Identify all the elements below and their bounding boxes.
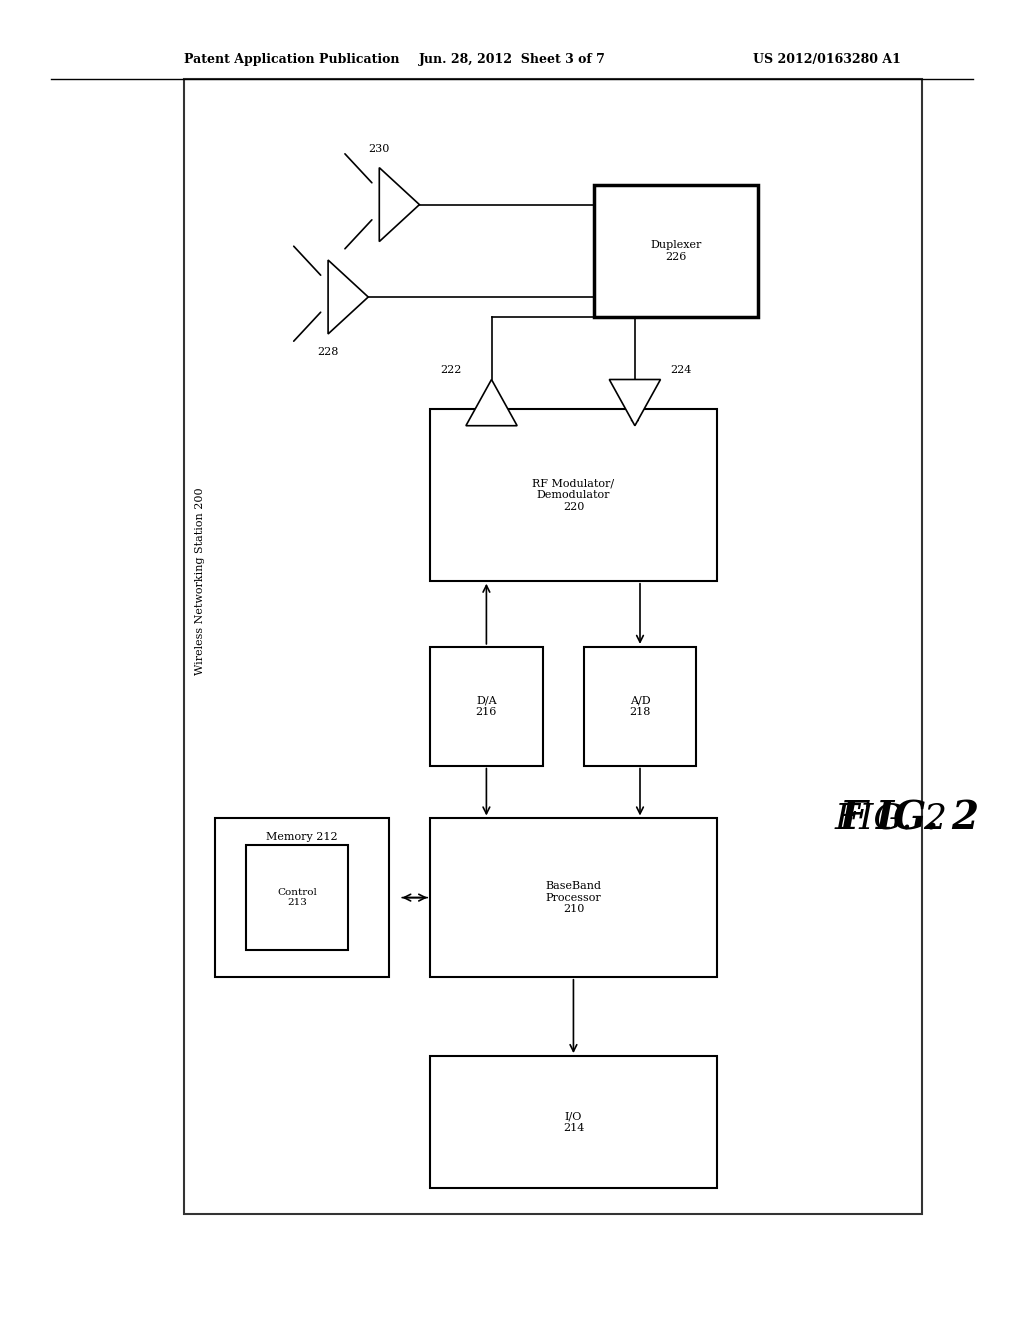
Text: F: F bbox=[840, 800, 867, 837]
Polygon shape bbox=[328, 260, 369, 334]
Text: Patent Application Publication: Patent Application Publication bbox=[184, 53, 399, 66]
Text: IG. 2: IG. 2 bbox=[876, 800, 980, 837]
FancyBboxPatch shape bbox=[430, 647, 543, 766]
Text: US 2012/0163280 A1: US 2012/0163280 A1 bbox=[754, 53, 901, 66]
Text: Wireless Networking Station 200: Wireless Networking Station 200 bbox=[195, 487, 205, 675]
Text: FIG. 2: FIG. 2 bbox=[835, 801, 947, 836]
FancyBboxPatch shape bbox=[246, 845, 348, 950]
Text: Duplexer
226: Duplexer 226 bbox=[650, 240, 701, 261]
Text: BaseBand
Processor
210: BaseBand Processor 210 bbox=[546, 880, 601, 915]
FancyBboxPatch shape bbox=[584, 647, 696, 766]
FancyBboxPatch shape bbox=[215, 818, 389, 977]
Text: 222: 222 bbox=[440, 364, 461, 375]
Text: Memory 212: Memory 212 bbox=[266, 832, 338, 842]
Text: RF Modulator/
Demodulator
220: RF Modulator/ Demodulator 220 bbox=[532, 478, 614, 512]
FancyBboxPatch shape bbox=[430, 818, 717, 977]
Text: A/D
218: A/D 218 bbox=[630, 696, 650, 717]
FancyBboxPatch shape bbox=[594, 185, 758, 317]
Text: D/A
216: D/A 216 bbox=[476, 696, 497, 717]
Text: 224: 224 bbox=[671, 364, 691, 375]
Text: I/O
214: I/O 214 bbox=[563, 1111, 584, 1133]
Text: 228: 228 bbox=[317, 347, 338, 358]
FancyBboxPatch shape bbox=[430, 409, 717, 581]
Text: Control
213: Control 213 bbox=[278, 888, 316, 907]
FancyBboxPatch shape bbox=[430, 1056, 717, 1188]
Text: 230: 230 bbox=[369, 144, 389, 154]
Polygon shape bbox=[466, 380, 517, 425]
Polygon shape bbox=[609, 380, 660, 425]
Text: Jun. 28, 2012  Sheet 3 of 7: Jun. 28, 2012 Sheet 3 of 7 bbox=[419, 53, 605, 66]
Polygon shape bbox=[379, 168, 420, 242]
